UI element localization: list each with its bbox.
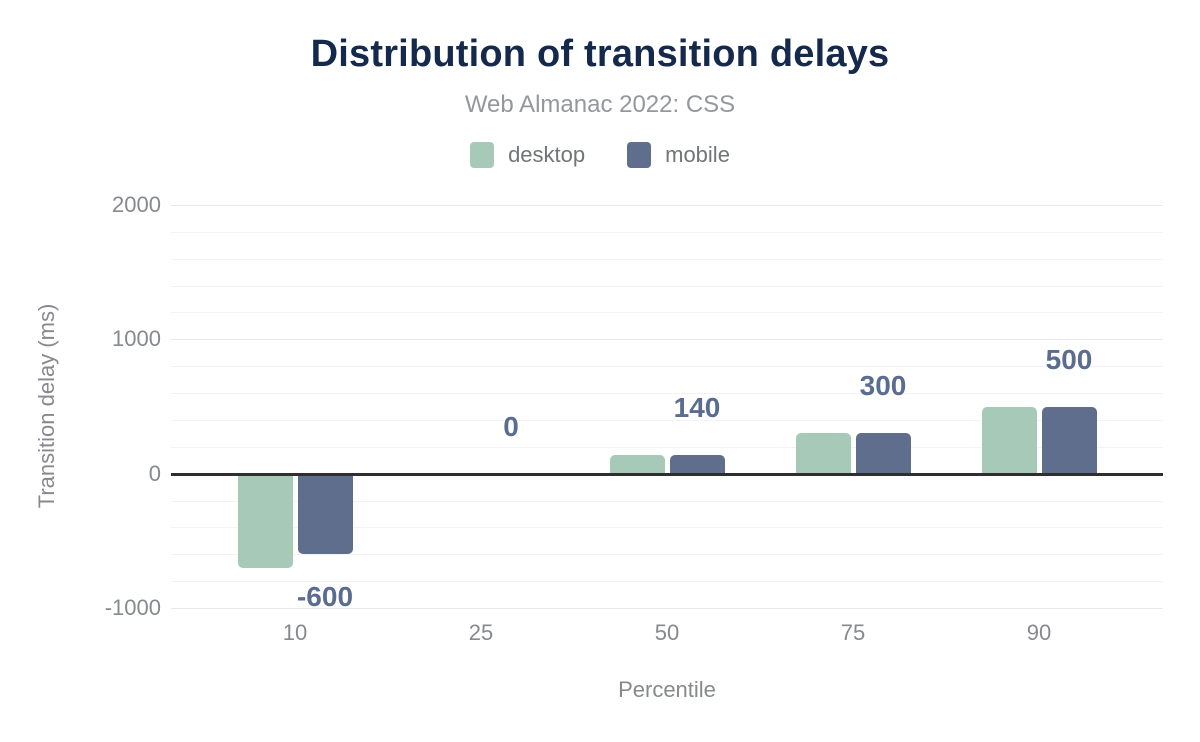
y-tick-label: 2000 xyxy=(112,192,161,217)
y-axis-title: Transition delay (ms) xyxy=(34,303,59,509)
x-tick-label: 75 xyxy=(840,620,866,645)
legend-label-mobile: mobile xyxy=(665,142,730,167)
minor-gridline xyxy=(171,286,1163,287)
chart-title: Distribution of transition delays xyxy=(310,33,890,75)
chart-subtitle: Web Almanac 2022: CSS xyxy=(464,91,736,118)
bar-value-label: 300 xyxy=(859,370,907,402)
x-tick-label: 50 xyxy=(654,620,680,645)
minor-gridline xyxy=(171,554,1163,555)
minor-gridline xyxy=(171,259,1163,260)
mobile-swatch-icon xyxy=(627,142,652,168)
x-tick-label: 90 xyxy=(1026,620,1052,645)
bar-mobile-p50[interactable] xyxy=(669,454,725,474)
desktop-swatch-icon xyxy=(470,142,495,168)
minor-gridline xyxy=(171,527,1163,528)
bar-desktop-p90[interactable] xyxy=(981,406,1037,474)
minor-gridline xyxy=(171,393,1163,394)
minor-gridline xyxy=(171,420,1163,421)
y-tick-label: -1000 xyxy=(104,595,161,620)
bar-mobile-p10[interactable] xyxy=(297,473,353,555)
major-gridline xyxy=(171,205,1163,206)
bar-value-label: 0 xyxy=(503,410,519,442)
minor-gridline xyxy=(171,232,1163,233)
legend: desktop mobile xyxy=(0,142,1200,168)
bar-desktop-p50[interactable] xyxy=(609,454,665,474)
x-axis-title: Percentile xyxy=(618,677,716,702)
bar-value-label: 500 xyxy=(1045,343,1093,375)
major-gridline xyxy=(171,608,1163,609)
minor-gridline xyxy=(171,366,1163,367)
minor-gridline xyxy=(171,581,1163,582)
minor-gridline xyxy=(171,312,1163,313)
bar-value-label: 140 xyxy=(673,391,721,423)
minor-gridline xyxy=(171,447,1163,448)
y-tick-label: 0 xyxy=(148,460,161,486)
legend-label-desktop: desktop xyxy=(508,142,586,167)
legend-item-desktop: desktop xyxy=(470,142,585,168)
major-gridline xyxy=(171,339,1163,340)
y-tick-label: 1000 xyxy=(112,326,161,352)
bar-value-label: -600 xyxy=(296,580,354,612)
bar-mobile-p75[interactable] xyxy=(855,433,911,474)
x-tick-label: 10 xyxy=(282,620,308,645)
x-tick-label: 25 xyxy=(468,620,494,645)
bar-mobile-p90[interactable] xyxy=(1041,406,1097,474)
minor-gridline xyxy=(171,501,1163,502)
bar-desktop-p75[interactable] xyxy=(795,433,851,474)
legend-item-mobile: mobile xyxy=(627,142,730,168)
bar-desktop-p10[interactable] xyxy=(237,473,293,568)
zero-axis-line xyxy=(171,472,1163,476)
